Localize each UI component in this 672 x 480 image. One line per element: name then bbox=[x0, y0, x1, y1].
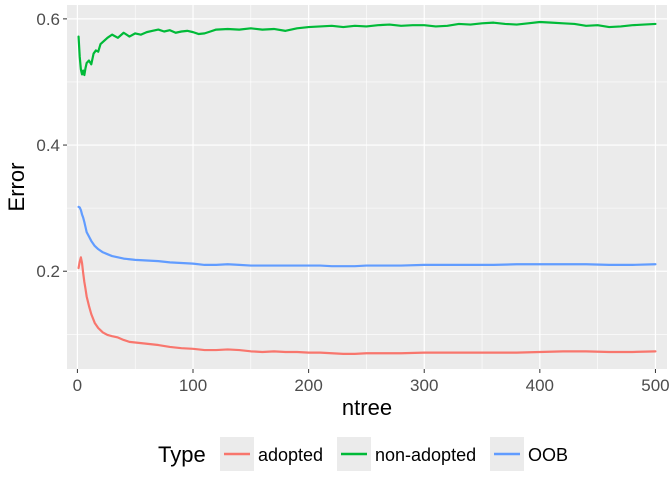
y-axis-title: Error bbox=[4, 163, 29, 212]
x-tick-label: 500 bbox=[641, 376, 669, 395]
legend-label-adopted: adopted bbox=[258, 445, 323, 465]
x-axis-title: ntree bbox=[342, 395, 392, 420]
x-tick-label: 400 bbox=[526, 376, 554, 395]
series-line-oob bbox=[77, 205, 657, 268]
axis-ticks bbox=[63, 18, 656, 373]
y-tick-labels: 0.2 0.4 0.6 bbox=[36, 10, 60, 281]
legend-label-oob: OOB bbox=[528, 445, 568, 465]
x-tick-label: 300 bbox=[410, 376, 438, 395]
y-tick-label: 0.4 bbox=[36, 136, 60, 155]
plot-background bbox=[67, 5, 667, 369]
x-tick-label: 100 bbox=[179, 376, 207, 395]
y-tick-label: 0.2 bbox=[36, 262, 60, 281]
legend-label-non-adopted: non-adopted bbox=[375, 445, 476, 465]
series-line-non-adopted bbox=[77, 20, 657, 77]
x-tick-labels: 0 100 200 300 400 500 bbox=[73, 376, 670, 395]
minor-gridlines bbox=[67, 5, 667, 369]
major-gridlines bbox=[67, 5, 667, 369]
x-tick-label: 0 bbox=[73, 376, 82, 395]
legend-title: Type bbox=[158, 442, 206, 467]
y-tick-label: 0.6 bbox=[36, 10, 60, 29]
x-tick-label: 200 bbox=[294, 376, 322, 395]
series-layer bbox=[77, 20, 657, 355]
series-line-adopted bbox=[77, 256, 657, 355]
legend: Type adopted non-adopted OOB bbox=[158, 437, 568, 471]
